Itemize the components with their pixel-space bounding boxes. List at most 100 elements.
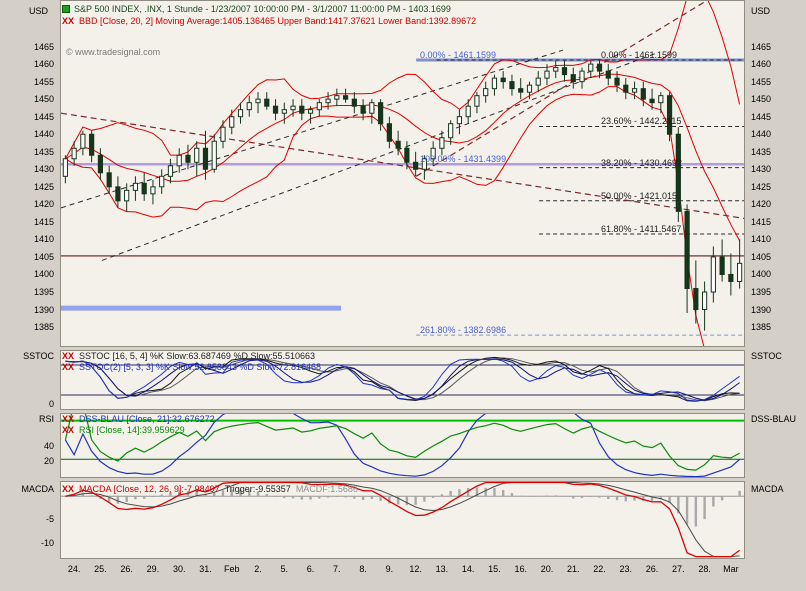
macd-tick: -10 <box>40 537 54 548</box>
macd-tick: -5 <box>45 514 54 524</box>
price-tick-left: 1405 <box>33 251 54 262</box>
x-axis-label: 15. <box>488 564 501 574</box>
x-axis-label: 14. <box>461 564 475 574</box>
fib-label: 23.60% - 1442.2115 <box>601 116 681 126</box>
price-tick-left: 1455 <box>33 76 54 87</box>
sstoc1-toggle[interactable]: XX <box>62 351 75 361</box>
macd-legend-trigger: Trigger:-9.55357 <box>224 484 291 494</box>
sstoc-label-right: SSTOC <box>751 351 782 361</box>
x-axis-label: Mar <box>723 564 739 574</box>
price-tick-right: 1460 <box>751 59 772 70</box>
x-axis-label: 30. <box>172 564 186 574</box>
price-tick-left: 1435 <box>33 146 54 157</box>
price-tick-right: 1420 <box>751 199 772 210</box>
price-tick-left: 1440 <box>33 129 54 140</box>
macd-legend-main: MACDA [Close, 12, 26, 9]:-7.98497 <box>79 484 220 494</box>
sstoc1-legend: SSTOC [16, 5, 4] %K Slow:63.687469 %D Sl… <box>79 351 315 361</box>
dss-legend: DSS-BLAU [Close, 21]:32.676272 <box>79 414 215 424</box>
sstoc2-toggle[interactable]: XX <box>62 362 75 372</box>
fib-label: 61.80% - 1411.5467 <box>601 224 681 234</box>
fib-label: 261.80% - 1382.6986 <box>420 325 506 335</box>
fib-label: 50.00% - 1421.015 <box>601 191 677 201</box>
price-tick-right: 1465 <box>751 41 772 52</box>
x-axis-label: 22. <box>593 564 606 574</box>
x-axis-label: 23. <box>619 564 633 574</box>
x-axis-label: 2. <box>254 564 262 574</box>
fib-label: 0.00% - 1461.1599 <box>601 50 677 60</box>
price-chart[interactable]: 0.00% - 1461.1599 100.00% - 1431.4399 261.… <box>61 1 744 346</box>
x-axis-label: 9. <box>385 564 394 574</box>
macd-chart[interactable] <box>61 482 744 558</box>
sstoc-tick: 0 <box>48 399 54 409</box>
sstoc-legend-row1: XX SSTOC [16, 5, 4] %K Slow:63.687469 %D … <box>62 351 315 362</box>
x-axis-label: 5. <box>280 564 289 574</box>
bbd-legend-row: XX BBD [Close, 20, 2] Moving Average:1405… <box>62 16 476 27</box>
x-axis-label: 20. <box>540 564 554 574</box>
dss-toggle[interactable]: XX <box>62 414 75 424</box>
price-tick-left: 1400 <box>33 269 54 280</box>
rsi-chart[interactable] <box>61 414 744 477</box>
rsi-toggle[interactable]: XX <box>62 425 75 435</box>
chart-title-row: S&P 500 INDEX, .INX, 1 Stunde - 1/23/200… <box>62 4 451 15</box>
rsi-tick: 40 <box>43 441 54 452</box>
x-axis-label: 16. <box>514 564 527 574</box>
x-axis-label: 24. <box>67 564 81 574</box>
price-tick-left: 1460 <box>33 59 54 70</box>
price-tick-right: 1425 <box>751 181 772 192</box>
x-axis-label: 21. <box>566 564 580 574</box>
x-axis-label: 31. <box>199 564 212 574</box>
chart-title: S&P 500 INDEX, .INX, 1 Stunde - 1/23/200… <box>74 4 451 14</box>
currency-label-left: USD <box>28 6 48 16</box>
x-axis-label: 25. <box>94 564 107 574</box>
price-tick-right: 1435 <box>751 146 772 157</box>
price-tick-right: 1400 <box>751 269 772 280</box>
fib-label: 100.00% - 1431.4399 <box>420 154 506 164</box>
rsi-legend-row: XX RSI [Close, 14]:39.959629 <box>62 425 185 436</box>
rsi-legend: RSI [Close, 14]:39.959629 <box>79 425 185 435</box>
sstoc-chart[interactable] <box>61 351 744 409</box>
x-axis-label: 6. <box>306 564 315 574</box>
bbd-toggle[interactable]: XX <box>62 16 75 26</box>
x-axis-label: 8. <box>359 564 367 574</box>
x-axis-label: Feb <box>223 564 240 574</box>
sstoc-panel[interactable] <box>60 350 745 410</box>
main-chart-panel[interactable]: 0.00% - 1461.1599 100.00% - 1431.4399 261.… <box>60 0 745 347</box>
price-tick-right: 1405 <box>751 251 772 262</box>
price-tick-left: 1390 <box>33 304 54 315</box>
price-tick-right: 1455 <box>751 76 772 87</box>
macd-legend-row: XX MACDA [Close, 12, 26, 9]:-7.98497 Trigg… <box>62 484 358 495</box>
price-tick-right: 1415 <box>751 216 772 227</box>
x-axis-label: 27. <box>672 564 685 574</box>
price-tick-left: 1430 <box>33 164 54 175</box>
price-tick-left: 1425 <box>33 181 54 192</box>
dss-legend-row: XX DSS-BLAU [Close, 21]:32.676272 <box>62 414 215 425</box>
macd-toggle[interactable]: XX <box>62 484 75 494</box>
x-axis-label: 13. <box>435 564 449 574</box>
rsi-panel[interactable] <box>60 413 745 478</box>
price-tick-right: 1430 <box>751 164 772 175</box>
price-tick-left: 1450 <box>33 94 54 105</box>
rsi-label-left: RSI <box>38 414 54 424</box>
watermark: © www.tradesignal.com <box>66 47 161 57</box>
x-axis-label: 28. <box>698 564 711 574</box>
sstoc2-legend: SSTOC(2) [5, 3, 3] %K Slow:52.858843 %D … <box>79 362 321 372</box>
sstoc-legend-row2: XX SSTOC(2) [5, 3, 3] %K Slow:52.858843 %… <box>62 362 321 373</box>
price-tick-right: 1390 <box>751 304 772 315</box>
price-tick-left: 1395 <box>33 287 54 297</box>
bbd-legend: BBD [Close, 20, 2] Moving Average:1405.1… <box>79 16 477 26</box>
macd-panel[interactable] <box>60 481 745 559</box>
dss-blau-label-right: DSS-BLAU <box>751 414 797 424</box>
rsi-tick: 20 <box>43 456 54 467</box>
fib-label: 38.20% - 1430.4692 <box>601 158 682 168</box>
instrument-icon <box>62 5 70 13</box>
price-tick-right: 1440 <box>751 129 772 140</box>
x-axis-label: 29. <box>146 564 160 574</box>
price-tick-left: 1410 <box>33 234 54 245</box>
x-axis-label: 12. <box>409 564 422 574</box>
price-tick-right: 1445 <box>751 111 772 122</box>
price-tick-right: 1410 <box>751 234 772 245</box>
macd-label-left: MACDA <box>21 484 54 494</box>
price-tick-left: 1420 <box>33 199 54 210</box>
fib-label: 0.00% - 1461.1599 <box>420 50 496 60</box>
x-axis-label: 26. <box>120 564 133 574</box>
